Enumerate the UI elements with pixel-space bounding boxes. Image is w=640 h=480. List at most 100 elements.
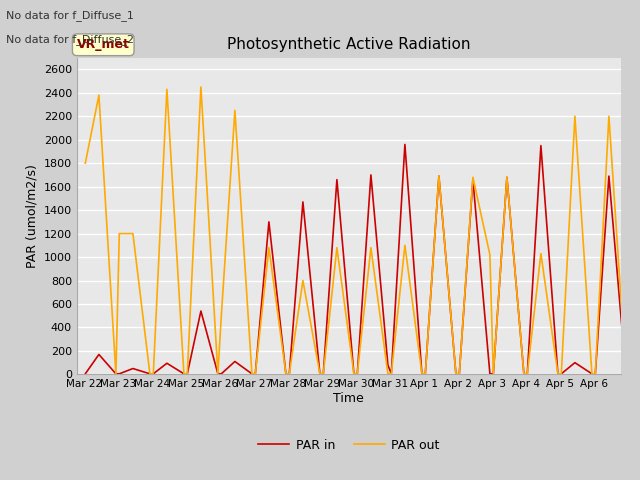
PAR out xyxy=(81,160,89,166)
PAR out xyxy=(469,174,477,180)
PAR out xyxy=(150,371,157,377)
PAR out xyxy=(146,371,154,377)
PAR in xyxy=(95,351,103,357)
PAR in xyxy=(265,219,273,225)
PAR out xyxy=(418,371,426,377)
Title: Photosynthetic Active Radiation: Photosynthetic Active Radiation xyxy=(227,37,470,52)
PAR in xyxy=(622,371,630,377)
PAR in xyxy=(218,371,225,377)
PAR out xyxy=(387,371,395,377)
PAR out xyxy=(129,231,137,237)
PAR in xyxy=(571,360,579,366)
PAR in xyxy=(146,371,154,377)
PAR out xyxy=(571,113,579,119)
PAR in xyxy=(184,371,191,377)
PAR out xyxy=(316,371,324,377)
PAR in xyxy=(401,142,409,147)
PAR out xyxy=(197,84,205,90)
PAR in xyxy=(180,371,188,377)
PAR out xyxy=(112,371,120,377)
PAR out xyxy=(486,252,493,258)
PAR out xyxy=(537,251,545,256)
PAR out xyxy=(299,277,307,283)
PAR out xyxy=(265,245,273,251)
PAR in xyxy=(503,174,511,180)
PAR in xyxy=(248,371,256,377)
PAR out xyxy=(435,173,443,179)
Text: No data for f_Diffuse_2: No data for f_Diffuse_2 xyxy=(6,34,134,45)
PAR in xyxy=(112,371,120,377)
PAR out xyxy=(184,371,191,377)
PAR out xyxy=(452,371,460,377)
PAR in xyxy=(214,371,221,377)
PAR in xyxy=(490,371,497,377)
PAR out xyxy=(214,371,221,377)
PAR in xyxy=(557,371,565,377)
PAR out xyxy=(248,371,256,377)
PAR in xyxy=(285,371,293,377)
PAR in xyxy=(520,371,528,377)
PAR in xyxy=(197,308,205,314)
PAR in xyxy=(387,371,395,377)
PAR out xyxy=(384,371,392,377)
Text: No data for f_Diffuse_1: No data for f_Diffuse_1 xyxy=(6,10,134,21)
PAR in xyxy=(524,371,531,377)
PAR in xyxy=(299,199,307,205)
PAR in xyxy=(605,173,612,179)
PAR in xyxy=(367,172,375,178)
PAR out xyxy=(285,371,293,377)
PAR in xyxy=(350,371,358,377)
PAR in xyxy=(469,177,477,182)
PAR in xyxy=(384,362,392,368)
PAR in xyxy=(319,371,327,377)
PAR out xyxy=(252,371,259,377)
PAR out xyxy=(180,371,188,377)
PAR in xyxy=(452,371,460,377)
PAR in xyxy=(316,371,324,377)
PAR out xyxy=(524,371,531,377)
PAR out xyxy=(557,371,565,377)
PAR out xyxy=(350,371,358,377)
Line: PAR out: PAR out xyxy=(85,87,626,374)
PAR out xyxy=(401,242,409,248)
Text: VR_met: VR_met xyxy=(77,38,130,51)
Line: PAR in: PAR in xyxy=(85,144,626,374)
PAR in xyxy=(591,371,599,377)
PAR out xyxy=(456,371,463,377)
PAR in xyxy=(163,360,171,366)
PAR out xyxy=(503,174,511,180)
PAR out xyxy=(333,245,340,251)
PAR out xyxy=(605,113,612,119)
PAR out xyxy=(231,108,239,113)
PAR in xyxy=(81,371,89,377)
Y-axis label: PAR (umol/m2/s): PAR (umol/m2/s) xyxy=(25,164,38,268)
PAR in xyxy=(486,371,493,377)
PAR out xyxy=(163,86,171,92)
PAR out xyxy=(367,245,375,251)
PAR out xyxy=(554,371,562,377)
PAR in xyxy=(422,371,429,377)
PAR in xyxy=(456,371,463,377)
PAR out xyxy=(422,371,429,377)
PAR out xyxy=(353,371,361,377)
PAR in xyxy=(282,371,290,377)
PAR in xyxy=(129,366,137,372)
PAR in xyxy=(333,177,340,182)
X-axis label: Time: Time xyxy=(333,392,364,405)
PAR out xyxy=(282,371,290,377)
Legend: PAR in, PAR out: PAR in, PAR out xyxy=(253,434,445,457)
PAR out xyxy=(218,313,225,319)
PAR in xyxy=(554,371,562,377)
PAR out xyxy=(588,371,596,377)
PAR in xyxy=(588,371,596,377)
PAR in xyxy=(150,371,157,377)
PAR in xyxy=(418,371,426,377)
PAR out xyxy=(319,371,327,377)
PAR out xyxy=(591,371,599,377)
PAR out xyxy=(622,371,630,377)
PAR in xyxy=(115,371,123,377)
PAR out xyxy=(490,371,497,377)
PAR in xyxy=(435,173,443,179)
PAR in xyxy=(353,371,361,377)
PAR out xyxy=(115,231,123,237)
